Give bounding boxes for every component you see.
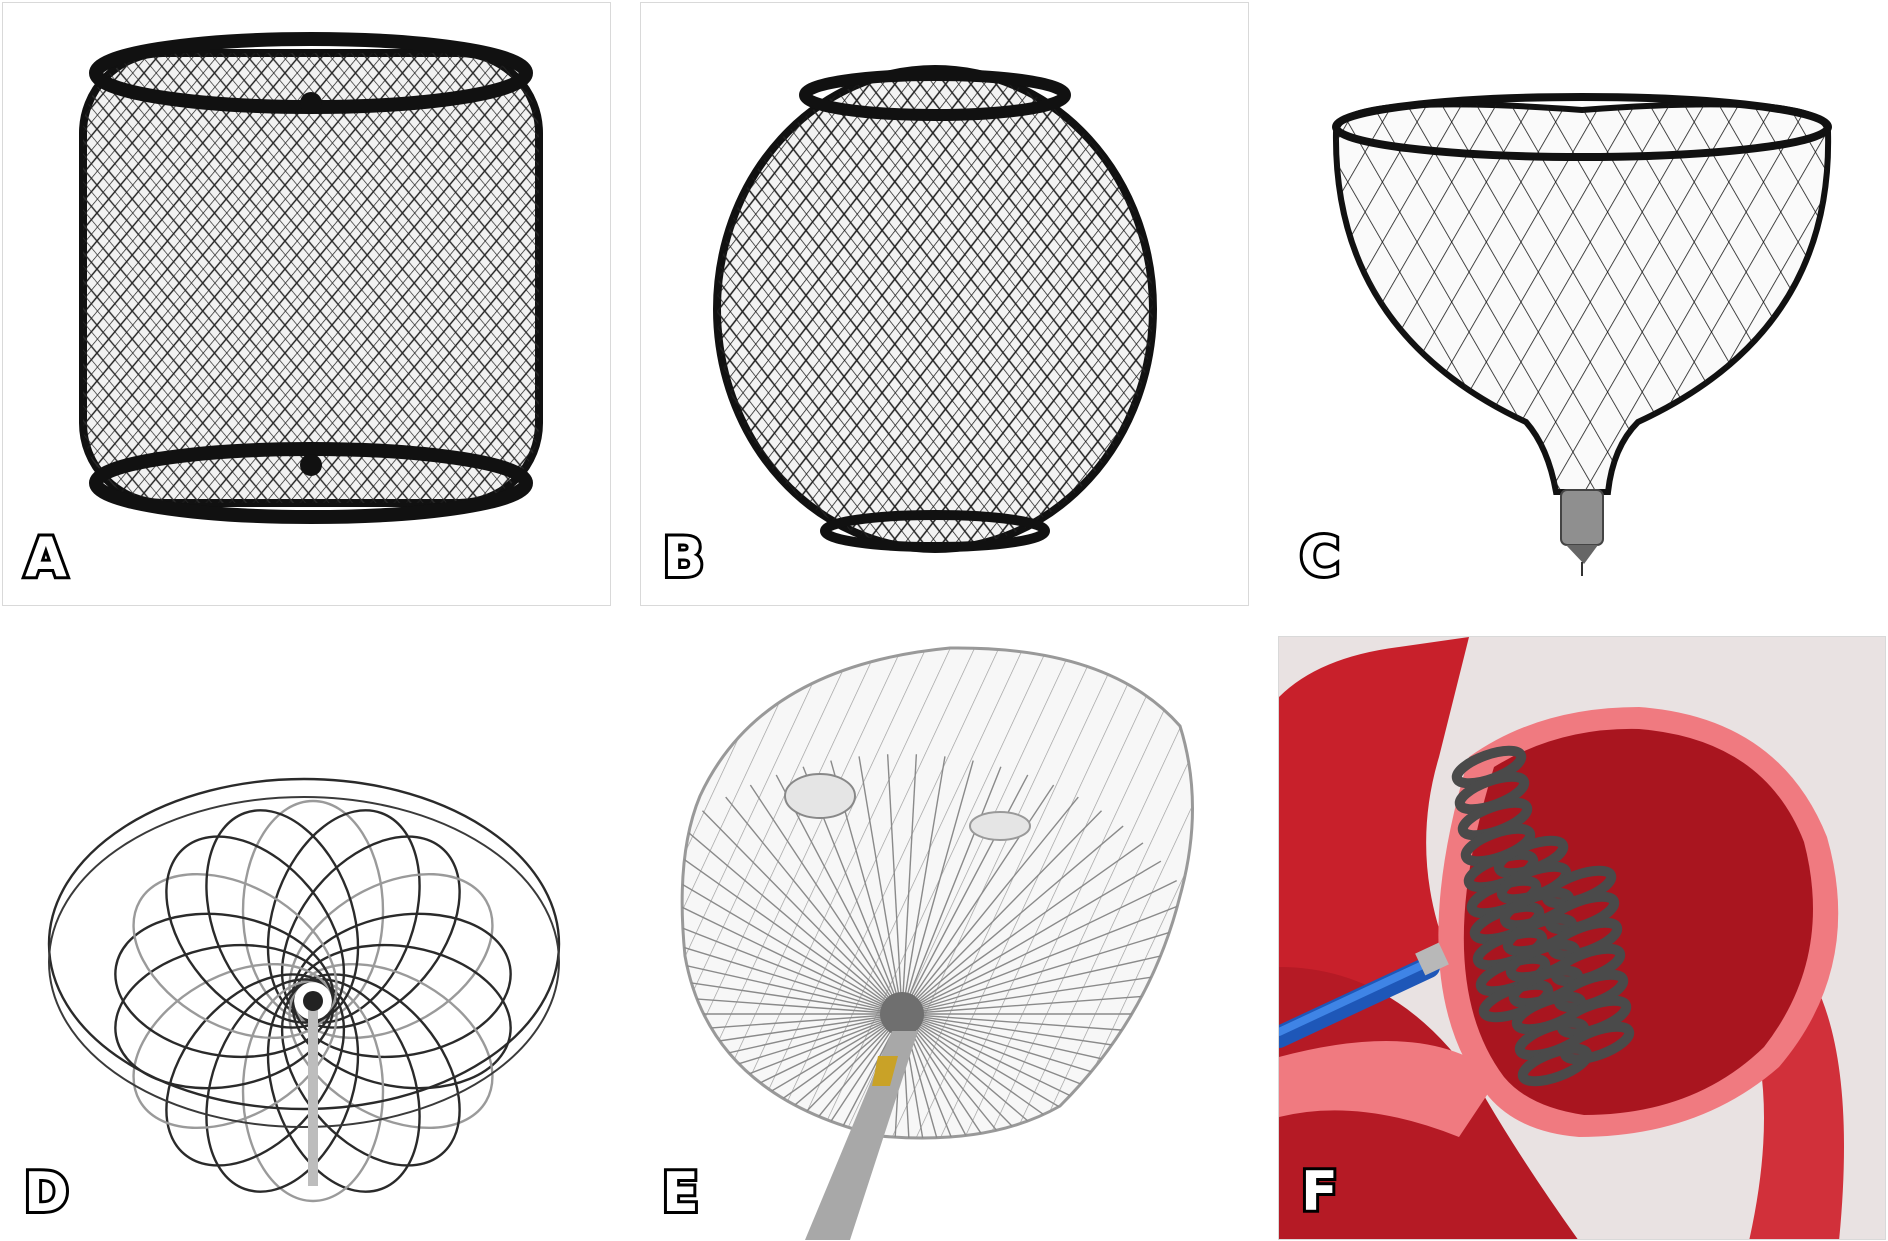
panel-a: A <box>2 2 611 606</box>
panel-b-label: B <box>660 526 707 589</box>
spherical-mesh-occluder-illustration <box>713 65 1157 553</box>
panel-c: C <box>1278 2 1886 606</box>
panel-f: F <box>1278 636 1886 1240</box>
coil-device-in-appendage-illustration <box>1279 637 1885 1239</box>
fan-wire-occluder-illustration <box>680 646 1194 1240</box>
panel-d-label: D <box>21 1161 72 1224</box>
panel-e-label: E <box>659 1161 702 1224</box>
panel-c-label: C <box>1297 525 1343 588</box>
panel-a-label: A <box>22 526 70 589</box>
cup-mesh-occluder-illustration <box>1332 93 1832 576</box>
panel-d: D <box>2 636 611 1240</box>
petal-wire-occluder-illustration <box>47 777 561 1203</box>
cylindrical-mesh-occluder-illustration <box>79 32 543 524</box>
panel-e: E <box>640 636 1249 1240</box>
panel-f-label: F <box>1298 1160 1341 1223</box>
panel-b: B <box>640 2 1249 606</box>
